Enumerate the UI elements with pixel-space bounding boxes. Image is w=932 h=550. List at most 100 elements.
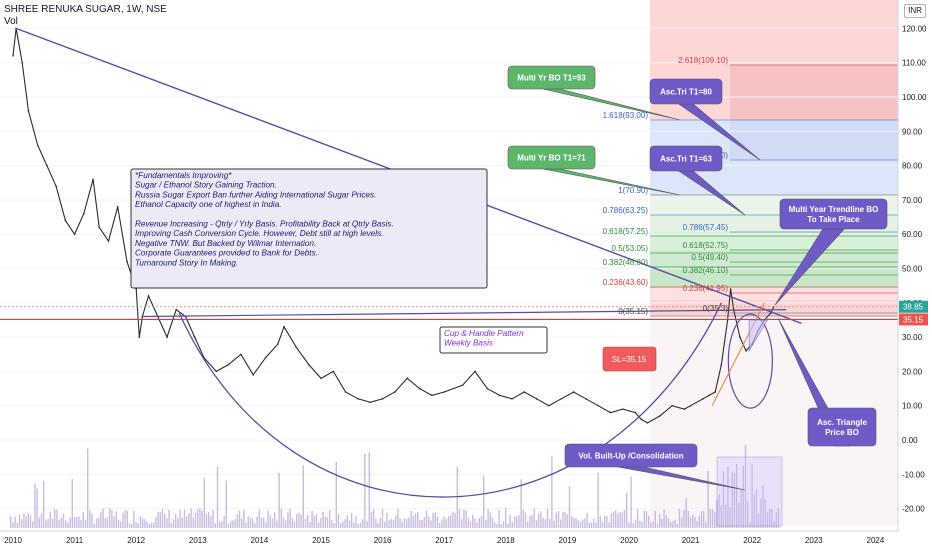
price-point [193,336,196,338]
volume-bar [439,522,441,528]
volume-bar [192,517,194,528]
volume-bar [300,514,302,528]
volume-indicator-label[interactable]: Vol [4,16,18,27]
volume-bar [205,513,208,528]
volume-bar [219,521,221,528]
volume-bar [236,514,238,528]
price-point [560,398,563,400]
cup-rim-line [142,309,787,318]
volume-bar [124,510,126,528]
volume-bar [245,522,247,528]
volume-bar [500,523,502,528]
volume-bar [502,521,505,528]
volume-bar [12,522,14,528]
volume-bar [386,512,388,528]
volume-bar [355,516,357,528]
volume-bar [496,523,498,528]
volume-bar [654,510,656,528]
volume-bar [513,516,516,528]
price-point [729,288,732,290]
volume-bar [40,513,43,528]
volume-bar [269,515,271,528]
volume-bar [56,509,58,528]
fib-band [650,300,898,316]
volume-bar [606,516,608,528]
price-point [126,260,128,263]
volume-bar [384,521,386,528]
volume-bar [285,520,287,528]
volume-bar [476,522,478,528]
y-tick-label: 60.00 [902,230,923,239]
volume-bar [736,463,738,528]
volume-bar [577,520,579,528]
volume-bar [725,504,727,528]
volume-bar [632,523,634,528]
volume-bar [659,514,661,528]
fib-level-label: 0(35.15) [618,307,648,316]
price-point [83,212,85,215]
currency-button[interactable]: INR [904,4,926,18]
volume-bar [718,494,720,528]
volume-bar [126,510,128,528]
volume-bar [67,522,69,528]
price-point [634,411,636,414]
volume-bar [342,521,344,528]
y-tick-label: 70.00 [902,196,923,205]
volume-bar [683,510,685,528]
volume-bar [320,517,322,528]
volume-bar [454,512,456,528]
volume-bar [296,514,298,528]
fundamentals-note-text: *Fundamentals Improving* [135,171,232,180]
volume-bar [71,479,73,528]
callout-asc-triangle-bo-text: Asc. Triangle [817,418,867,427]
x-tick-label: 2017 [435,536,453,545]
y-tick-label: 10.00 [902,402,923,411]
volume-bar [544,519,546,528]
price-point [21,61,24,64]
volume-bar [564,512,566,528]
volume-bar [135,521,137,528]
volume-bar [168,509,170,528]
volume-bar [348,520,351,528]
volume-bar [113,516,115,528]
y-tick-label: 0.00 [902,436,918,445]
volume-bar [749,522,751,528]
volume-bar [485,520,487,528]
volume-bar [753,494,755,528]
volume-bar [703,511,705,528]
volume-bar [170,522,172,528]
volume-bar [480,515,483,528]
volume-bar [10,516,12,528]
volume-bar [458,509,461,528]
volume-bar [155,517,157,528]
price-point [283,326,285,328]
volume-bar [87,448,89,528]
volume-bar [692,514,694,528]
fundamentals-note-text: Negative TNW. But Backed by Wilmar Inter… [135,239,316,248]
volume-bar [727,466,729,528]
volume-bar [379,518,381,528]
volume-bar [758,513,760,528]
volume-bar [201,510,203,528]
price-point [215,370,218,373]
symbol-title[interactable]: SHREE RENUKA SUGAR, 1W, NSE [4,4,167,15]
volume-bar [599,515,601,528]
volume-bar [665,515,667,528]
volume-bar [762,485,764,528]
volume-bar [227,523,230,528]
volume-bar [766,512,769,528]
volume-bar [590,522,593,528]
volume-bar [436,516,439,528]
volume-bar [604,515,606,528]
volume-bar [234,519,236,528]
callout-asc-triangle-bo-box [807,407,877,447]
price-point [264,356,267,359]
x-tick-label: 2013 [189,536,207,545]
volume-bar [89,510,91,528]
volume-bar [150,522,153,528]
volume-bar [164,513,166,528]
volume-bar [128,523,131,528]
fundamentals-note-text: Sugar / Ethanol Story Gaining Traction. [135,181,277,190]
price-point [147,295,150,297]
